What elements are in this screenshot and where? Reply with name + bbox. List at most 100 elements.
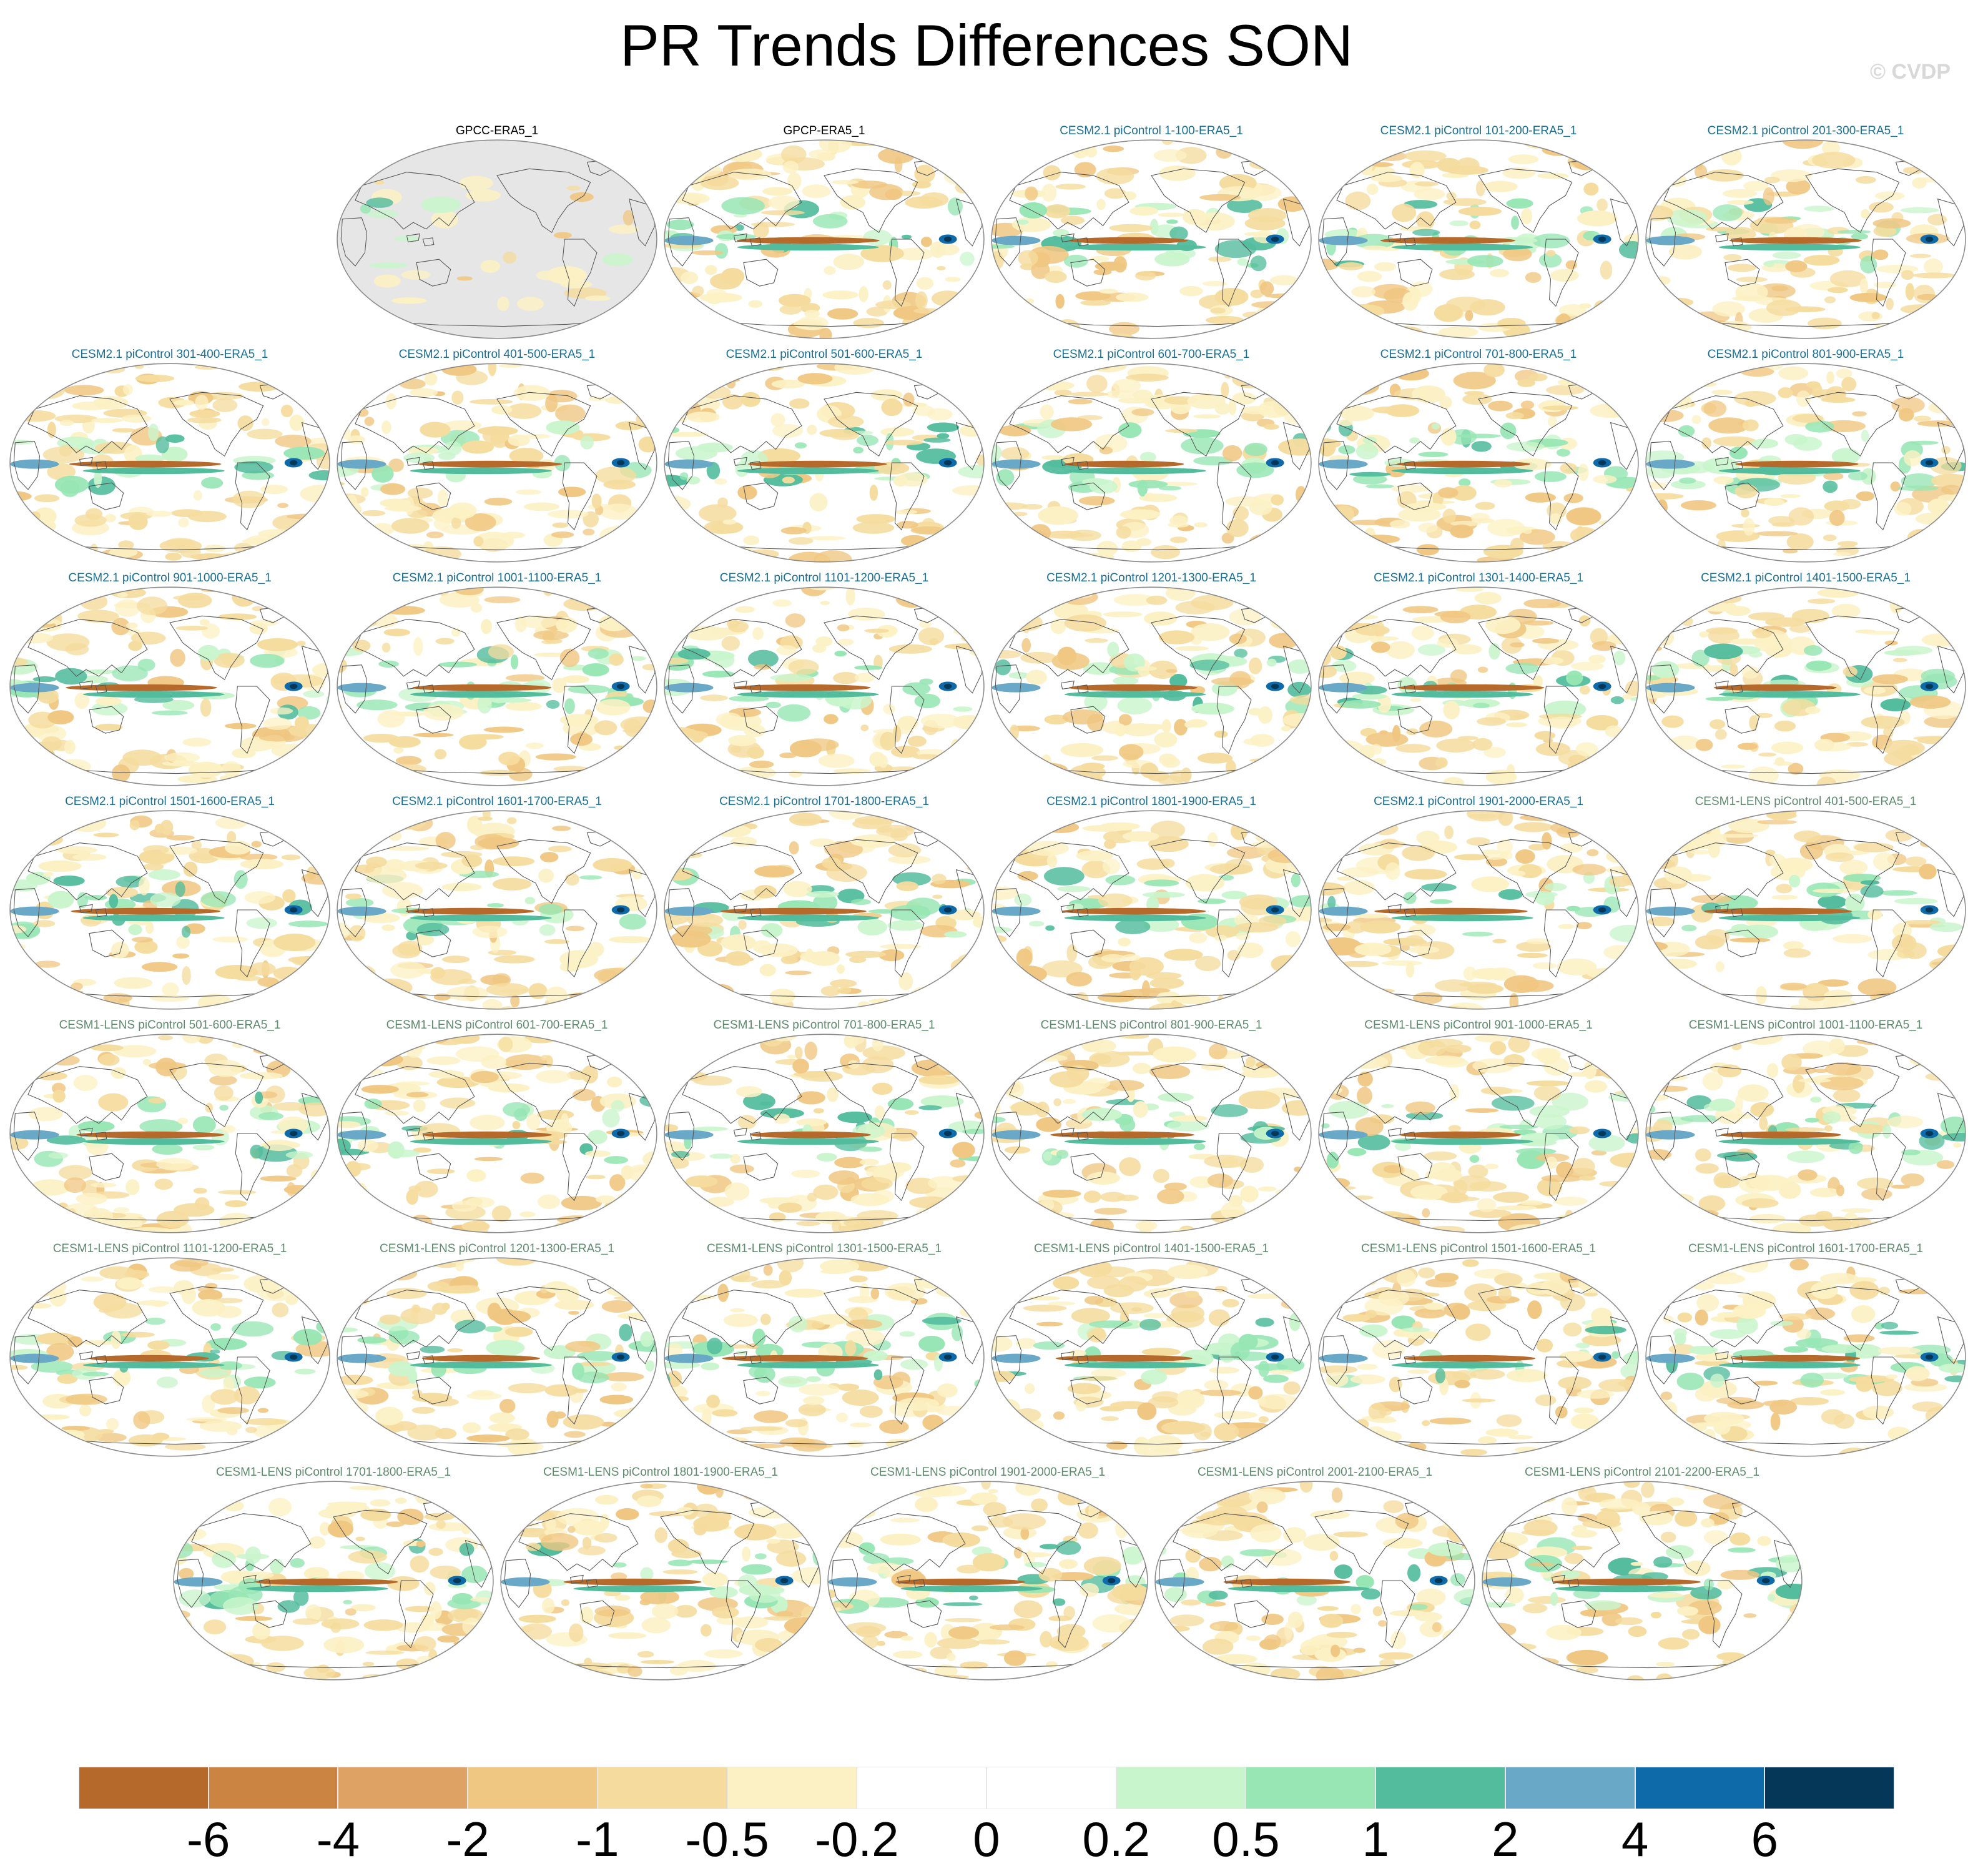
panel-title: CESM1-LENS piControl 1801-1900-ERA5_1 [543, 1466, 778, 1479]
map-panel: CESM1-LENS piControl 501-600-ERA5_1 [9, 1018, 331, 1237]
map-panel: CESM2.1 piControl 201-300-ERA5_1 [1645, 124, 1967, 342]
world-map [9, 1257, 330, 1457]
map-panel: CESM2.1 piControl 601-700-ERA5_1 [990, 347, 1312, 566]
world-map [1645, 1034, 1966, 1233]
world-map [1154, 1481, 1475, 1681]
world-map [1645, 1257, 1966, 1457]
world-map [664, 810, 985, 1010]
panel-title: CESM1-LENS piControl 2001-2100-ERA5_1 [1198, 1466, 1432, 1479]
world-map [1645, 363, 1966, 563]
panel-title: CESM1-LENS piControl 1101-1200-ERA5_1 [52, 1242, 287, 1255]
panel-title: CESM1-LENS piControl 601-700-ERA5_1 [386, 1019, 608, 1032]
world-map [173, 1481, 494, 1681]
map-panel: CESM2.1 piControl 501-600-ERA5_1 [663, 347, 985, 566]
map-panel: CESM2.1 piControl 701-800-ERA5_1 [1317, 347, 1640, 566]
world-map [991, 1034, 1312, 1233]
world-map [9, 363, 330, 563]
colorbar-tick-label: 2 [1492, 1812, 1519, 1867]
world-map [1318, 586, 1639, 786]
colorbar-tick-label: -4 [316, 1812, 360, 1867]
colorbar-tick-label: 4 [1621, 1812, 1649, 1867]
world-map [991, 810, 1312, 1010]
panel-title: CESM2.1 piControl 1001-1100-ERA5_1 [392, 571, 602, 585]
colorbar [79, 1767, 1894, 1810]
panel-title: CESM2.1 piControl 1401-1500-ERA5_1 [1701, 571, 1911, 585]
world-map [9, 586, 330, 786]
colorbar-swatch [1116, 1767, 1246, 1809]
panel-title: CESM1-LENS piControl 1001-1100-ERA5_1 [1688, 1019, 1923, 1032]
colorbar-tick-label: -6 [187, 1812, 230, 1867]
map-panel: CESM2.1 piControl 1101-1200-ERA5_1 [663, 571, 985, 789]
world-map [1645, 139, 1966, 339]
map-panel: CESM2.1 piControl 1801-1900-ERA5_1 [990, 794, 1312, 1013]
colorbar-tick-label: -0.5 [685, 1812, 769, 1867]
world-map [1645, 810, 1966, 1010]
world-map [337, 586, 657, 786]
map-panel: CESM2.1 piControl 901-1000-ERA5_1 [9, 571, 331, 789]
map-panel: CESM1-LENS piControl 1501-1600-ERA5_1 [1317, 1242, 1640, 1460]
map-panel: CESM2.1 piControl 801-900-ERA5_1 [1645, 347, 1967, 566]
colorbar-swatch [727, 1767, 857, 1809]
map-panel: CESM1-LENS piControl 2001-2100-ERA5_1 [1154, 1465, 1476, 1684]
panel-title: CESM1-LENS piControl 1601-1700-ERA5_1 [1688, 1242, 1923, 1255]
map-panel: CESM1-LENS piControl 1001-1100-ERA5_1 [1645, 1018, 1967, 1237]
panel-title: CESM2.1 piControl 1201-1300-ERA5_1 [1046, 571, 1256, 585]
colorbar-tick-label: 0 [973, 1812, 1000, 1867]
panel-title: CESM2.1 piControl 501-600-ERA5_1 [726, 348, 923, 361]
colorbar-tick-label: -1 [576, 1812, 619, 1867]
colorbar-tick-label: 6 [1751, 1812, 1778, 1867]
figure-title: PR Trends Differences SON [620, 12, 1353, 78]
panel-title: CESM2.1 piControl 601-700-ERA5_1 [1053, 348, 1250, 361]
panel-title: CESM1-LENS piControl 401-500-ERA5_1 [1695, 795, 1917, 808]
world-map [1645, 586, 1966, 786]
panel-title: CESM2.1 piControl 1501-1600-ERA5_1 [65, 795, 275, 808]
panel-title: CESM2.1 piControl 1801-1900-ERA5_1 [1046, 795, 1256, 808]
panel-title: CESM1-LENS piControl 1401-1500-ERA5_1 [1034, 1242, 1269, 1255]
map-panel: CESM1-LENS piControl 801-900-ERA5_1 [990, 1018, 1312, 1237]
world-map [500, 1481, 821, 1681]
world-map [337, 363, 657, 563]
colorbar-swatch [1764, 1767, 1894, 1809]
map-panel: CESM1-LENS piControl 601-700-ERA5_1 [336, 1018, 658, 1237]
map-panel: GPCC-ERA5_1 [336, 124, 658, 342]
colorbar-swatch [338, 1767, 468, 1809]
map-panel: CESM1-LENS piControl 1201-1300-ERA5_1 [336, 1242, 658, 1460]
world-map [664, 586, 985, 786]
world-map [1318, 1034, 1639, 1233]
world-map [827, 1481, 1148, 1681]
panel-title: CESM2.1 piControl 901-1000-ERA5_1 [68, 571, 272, 585]
map-panel: CESM2.1 piControl 1601-1700-ERA5_1 [336, 794, 658, 1013]
panel-title: CESM1-LENS piControl 1201-1300-ERA5_1 [380, 1242, 614, 1255]
colorbar-swatch [468, 1767, 598, 1809]
cvdp-watermark: © CVDP [1870, 60, 1951, 84]
panel-title: CESM1-LENS piControl 701-800-ERA5_1 [713, 1019, 935, 1032]
panel-title: CESM1-LENS piControl 501-600-ERA5_1 [59, 1019, 281, 1032]
colorbar-tick-label: 0.5 [1212, 1812, 1280, 1867]
map-panel: CESM2.1 piControl 1-100-ERA5_1 [990, 124, 1312, 342]
colorbar-swatch [79, 1767, 209, 1809]
colorbar-swatch [1635, 1767, 1765, 1809]
world-map [991, 586, 1312, 786]
panel-title: CESM2.1 piControl 1701-1800-ERA5_1 [719, 795, 929, 808]
world-map [991, 139, 1312, 339]
map-panel: CESM2.1 piControl 1201-1300-ERA5_1 [990, 571, 1312, 789]
map-panel: CESM1-LENS piControl 401-500-ERA5_1 [1645, 794, 1967, 1013]
map-panel: CESM2.1 piControl 1301-1400-ERA5_1 [1317, 571, 1640, 789]
map-panel: CESM1-LENS piControl 2101-2200-ERA5_1 [1481, 1465, 1803, 1684]
colorbar-swatch [1375, 1767, 1505, 1809]
colorbar-swatch [208, 1767, 338, 1809]
panel-title: CESM2.1 piControl 1601-1700-ERA5_1 [392, 795, 602, 808]
panel-title: CESM1-LENS piControl 1901-2000-ERA5_1 [870, 1466, 1105, 1479]
panel-title: CESM2.1 piControl 1301-1400-ERA5_1 [1374, 571, 1583, 585]
world-map [991, 1257, 1312, 1457]
panel-title: CESM1-LENS piControl 801-900-ERA5_1 [1040, 1019, 1262, 1032]
panel-title: GPCP-ERA5_1 [783, 124, 865, 137]
world-map [1318, 810, 1639, 1010]
map-panel: CESM2.1 piControl 1901-2000-ERA5_1 [1317, 794, 1640, 1013]
world-map [337, 1257, 657, 1457]
colorbar-swatch [857, 1767, 986, 1809]
colorbar-tick-label: -2 [446, 1812, 490, 1867]
panel-title: CESM2.1 piControl 401-500-ERA5_1 [398, 348, 596, 361]
world-map [1318, 1257, 1639, 1457]
map-panel: CESM1-LENS piControl 1301-1500-ERA5_1 [663, 1242, 985, 1460]
